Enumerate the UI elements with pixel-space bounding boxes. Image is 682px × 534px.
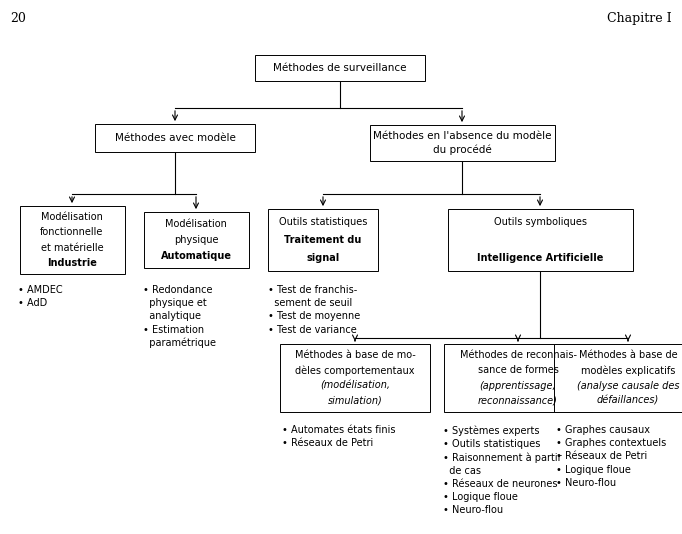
- Text: défaillances): défaillances): [597, 396, 659, 406]
- Bar: [370, 125, 554, 161]
- Bar: [554, 344, 682, 412]
- Text: Méthodes à base de: Méthodes à base de: [579, 350, 677, 360]
- Text: • AMDEC
• AdD: • AMDEC • AdD: [18, 285, 63, 308]
- Text: Automatique: Automatique: [160, 251, 231, 261]
- Text: Outils statistiques: Outils statistiques: [279, 217, 367, 227]
- Text: Méthodes à base de mo-: Méthodes à base de mo-: [295, 350, 415, 360]
- Text: Méthodes de surveillance: Méthodes de surveillance: [273, 63, 406, 73]
- Text: • Redondance
  physique et
  analytique
• Estimation
  paramétrique: • Redondance physique et analytique • Es…: [143, 285, 216, 349]
- Text: • Graphes causaux
• Graphes contextuels
• Réseaux de Petri
• Logique floue
• Neu: • Graphes causaux • Graphes contextuels …: [556, 425, 666, 488]
- Text: modèles explicatifs: modèles explicatifs: [581, 365, 675, 376]
- Bar: [255, 55, 425, 81]
- Text: sance de formes: sance de formes: [477, 365, 559, 375]
- Text: • Test de franchis-
  sement de seuil
• Test de moyenne
• Test de variance: • Test de franchis- sement de seuil • Te…: [268, 285, 360, 335]
- Text: Traitement du: Traitement du: [284, 235, 361, 245]
- Bar: [268, 209, 378, 271]
- Text: dèles comportementaux: dèles comportementaux: [295, 365, 415, 376]
- Text: Intelligence Artificielle: Intelligence Artificielle: [477, 253, 603, 263]
- Bar: [280, 344, 430, 412]
- Text: Modélisation: Modélisation: [41, 213, 103, 222]
- Text: Industrie: Industrie: [47, 258, 97, 268]
- Text: Méthodes avec modèle: Méthodes avec modèle: [115, 133, 235, 143]
- Text: Outils symboliques: Outils symboliques: [494, 217, 587, 227]
- Text: simulation): simulation): [327, 396, 383, 406]
- Text: fonctionnelle: fonctionnelle: [40, 227, 104, 238]
- Text: 20: 20: [10, 12, 26, 25]
- Bar: [447, 209, 632, 271]
- Text: signal: signal: [306, 253, 340, 263]
- Text: (modélisation,: (modélisation,: [320, 381, 390, 390]
- Bar: [143, 212, 248, 268]
- Bar: [20, 206, 125, 274]
- Bar: [444, 344, 592, 412]
- Text: • Automates états finis
• Réseaux de Petri: • Automates états finis • Réseaux de Pet…: [282, 425, 396, 448]
- Text: et matérielle: et matérielle: [41, 242, 103, 253]
- Text: (analyse causale des: (analyse causale des: [577, 381, 679, 390]
- Text: Méthodes en l'absence du modèle
du procédé: Méthodes en l'absence du modèle du procé…: [373, 131, 551, 155]
- Text: Modélisation: Modélisation: [165, 219, 227, 229]
- Text: physique: physique: [174, 235, 218, 245]
- Text: Chapitre I: Chapitre I: [608, 12, 672, 25]
- Text: Méthodes de reconnais-: Méthodes de reconnais-: [460, 350, 576, 360]
- Text: reconnaissance): reconnaissance): [478, 396, 558, 406]
- Text: (apprentissage,: (apprentissage,: [479, 381, 557, 390]
- Bar: [95, 124, 255, 152]
- Text: • Systèmes experts
• Outils statistiques
• Raisonnement à partir
  de cas
• Rése: • Systèmes experts • Outils statistiques…: [443, 425, 561, 515]
